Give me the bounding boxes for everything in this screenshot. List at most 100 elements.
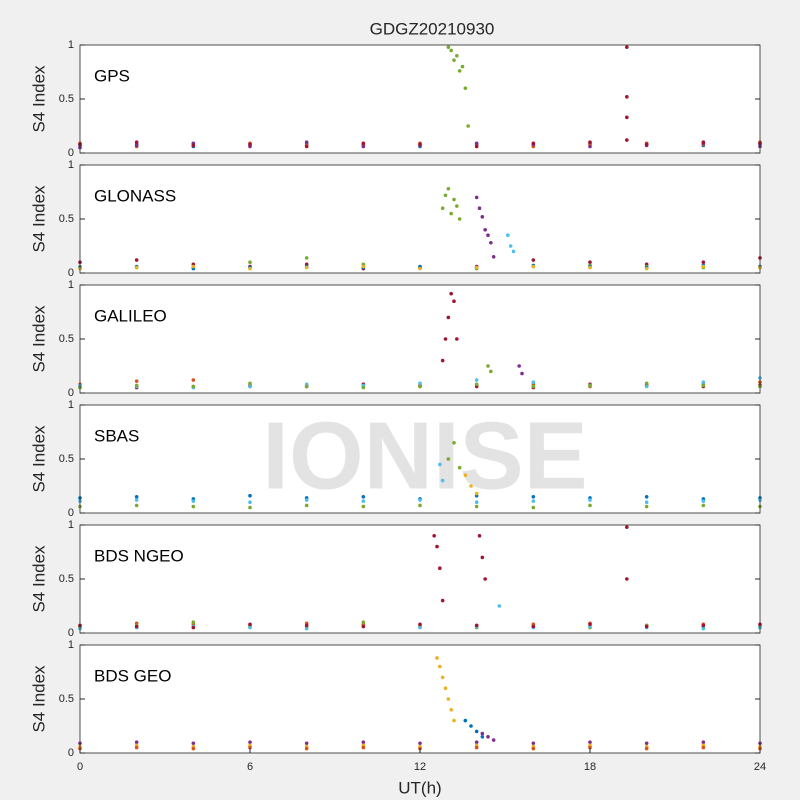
point (361, 144, 366, 149)
point (304, 626, 309, 631)
point (531, 741, 536, 746)
y-tick-label: 0.5 (59, 93, 74, 105)
point (304, 144, 309, 149)
point (588, 622, 592, 627)
point (418, 266, 422, 271)
point (304, 265, 309, 270)
point (361, 141, 366, 146)
point (361, 385, 366, 390)
point (361, 504, 366, 509)
point (531, 264, 536, 269)
point (588, 383, 592, 388)
y-tick-label: 0 (68, 267, 74, 279)
y-axis-label: S4 Index (29, 545, 48, 613)
y-tick-label: 0.5 (59, 333, 74, 345)
point (644, 504, 649, 509)
point (304, 503, 309, 508)
point (361, 745, 366, 750)
point (463, 718, 468, 723)
point (701, 499, 706, 503)
point (701, 503, 706, 508)
point (457, 217, 462, 221)
point (304, 256, 309, 260)
point (191, 741, 196, 746)
point (134, 503, 139, 508)
plot-area (80, 525, 760, 633)
point (531, 624, 536, 629)
point (480, 215, 485, 219)
point (248, 740, 252, 744)
point (469, 484, 473, 488)
point (418, 498, 422, 502)
point (191, 378, 196, 382)
point (483, 228, 487, 232)
panel-label: GALILEO (94, 306, 167, 325)
point (517, 364, 521, 368)
point (531, 141, 536, 146)
x-tick-label: 24 (754, 761, 766, 773)
point (443, 337, 448, 341)
point (588, 144, 592, 149)
point (418, 622, 422, 627)
point (531, 495, 536, 499)
point (446, 457, 451, 461)
point (701, 740, 706, 744)
point (440, 675, 445, 680)
point (474, 729, 479, 734)
point (625, 115, 629, 120)
x-axis-label: UT(h) (398, 778, 441, 797)
point (474, 382, 479, 387)
point (248, 266, 252, 271)
point (304, 623, 309, 628)
point (480, 555, 485, 560)
point (438, 566, 442, 570)
point (701, 626, 706, 631)
watermark: IONISE (262, 402, 587, 509)
y-tick-label: 0 (68, 747, 74, 759)
x-tick-label: 18 (584, 761, 596, 773)
point (625, 45, 629, 49)
point (486, 364, 490, 368)
y-tick-label: 1 (68, 399, 74, 411)
point (474, 265, 479, 270)
point (304, 746, 309, 751)
plot-area (80, 45, 760, 153)
point (248, 384, 252, 389)
point (625, 577, 629, 581)
point (134, 143, 139, 148)
panel-label: GPS (94, 66, 130, 85)
point (443, 686, 448, 690)
point (446, 45, 451, 49)
point (701, 260, 706, 265)
point (452, 58, 456, 62)
point (466, 124, 470, 128)
point (452, 299, 456, 304)
point (446, 186, 451, 191)
point (489, 240, 493, 245)
point (474, 500, 479, 505)
point (191, 746, 196, 751)
point (418, 741, 422, 746)
y-axis-label: S4 Index (29, 425, 48, 493)
point (452, 197, 456, 202)
point (625, 525, 629, 529)
point (477, 206, 482, 210)
point (440, 358, 445, 363)
y-tick-label: 0 (68, 147, 74, 159)
point (440, 206, 445, 210)
point (531, 380, 536, 385)
x-tick-label: 6 (247, 761, 253, 773)
point (474, 740, 479, 744)
y-tick-label: 0 (68, 627, 74, 639)
point (449, 708, 453, 712)
point (520, 371, 524, 376)
panel-label: GLONASS (94, 186, 176, 205)
y-axis-label: S4 Index (29, 665, 48, 733)
point (701, 380, 706, 385)
point (457, 69, 462, 73)
point (531, 258, 536, 262)
point (531, 505, 536, 510)
point (134, 495, 139, 499)
point (452, 441, 456, 445)
